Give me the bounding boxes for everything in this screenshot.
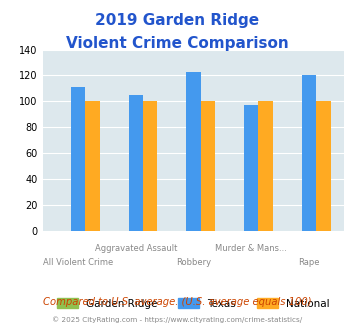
Text: Murder & Mans...: Murder & Mans... [215,244,287,253]
Bar [244,105,258,231]
Text: © 2025 CityRating.com - https://www.cityrating.com/crime-statistics/: © 2025 CityRating.com - https://www.city… [53,317,302,323]
Text: Rape: Rape [298,258,320,267]
Bar [71,87,85,231]
Text: Violent Crime Comparison: Violent Crime Comparison [66,36,289,51]
Bar [85,101,100,231]
Bar [201,101,215,231]
Text: 2019 Garden Ridge: 2019 Garden Ridge [95,13,260,28]
Bar [316,101,331,231]
Bar [258,101,273,231]
Text: Robbery: Robbery [176,258,211,267]
Bar [302,76,316,231]
Bar [143,101,157,231]
Text: Compared to U.S. average. (U.S. average equals 100): Compared to U.S. average. (U.S. average … [43,297,312,307]
Text: All Violent Crime: All Violent Crime [43,258,113,267]
Bar [129,95,143,231]
Text: Aggravated Assault: Aggravated Assault [94,244,177,253]
Bar [186,72,201,231]
Legend: Garden Ridge, Texas, National: Garden Ridge, Texas, National [53,294,334,313]
